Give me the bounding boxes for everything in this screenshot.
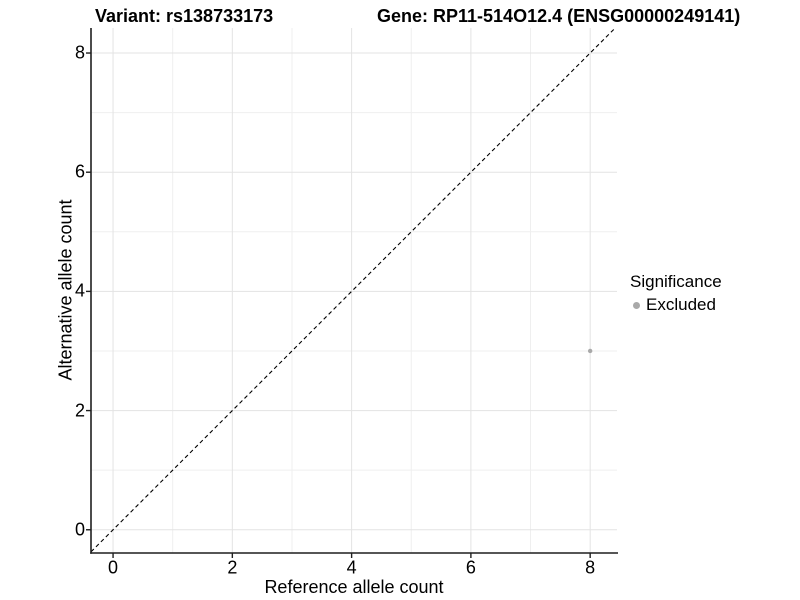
variant-title: Variant: rs138733173 <box>95 6 274 26</box>
x-tick-label: 4 <box>346 557 357 578</box>
excluded-marker-icon <box>633 301 640 309</box>
y-tick-label: 2 <box>74 400 85 421</box>
y-tick-label: 0 <box>74 519 85 540</box>
identity-dashed-line <box>90 27 616 553</box>
legend-entry-label: Excluded <box>646 295 716 314</box>
x-tick-label: 2 <box>227 557 238 578</box>
data-point <box>587 348 593 354</box>
legend-title: Significance <box>630 272 722 291</box>
legend: Significance Excluded <box>630 272 722 315</box>
y-tick-label: 6 <box>74 161 85 182</box>
y-axis-title: Alternative allele count <box>55 199 76 381</box>
y-tick-label: 8 <box>74 42 85 63</box>
x-tick-label: 8 <box>585 557 596 578</box>
x-tick-label: 0 <box>108 557 119 578</box>
y-tick-label: 4 <box>74 280 85 301</box>
legend-entry-excluded: Excluded <box>630 295 722 315</box>
gene-title: Gene: RP11-514O12.4 (ENSG00000249141) <box>377 6 741 26</box>
x-axis-title: Reference allele count <box>264 577 444 597</box>
x-tick-label: 6 <box>465 557 476 578</box>
